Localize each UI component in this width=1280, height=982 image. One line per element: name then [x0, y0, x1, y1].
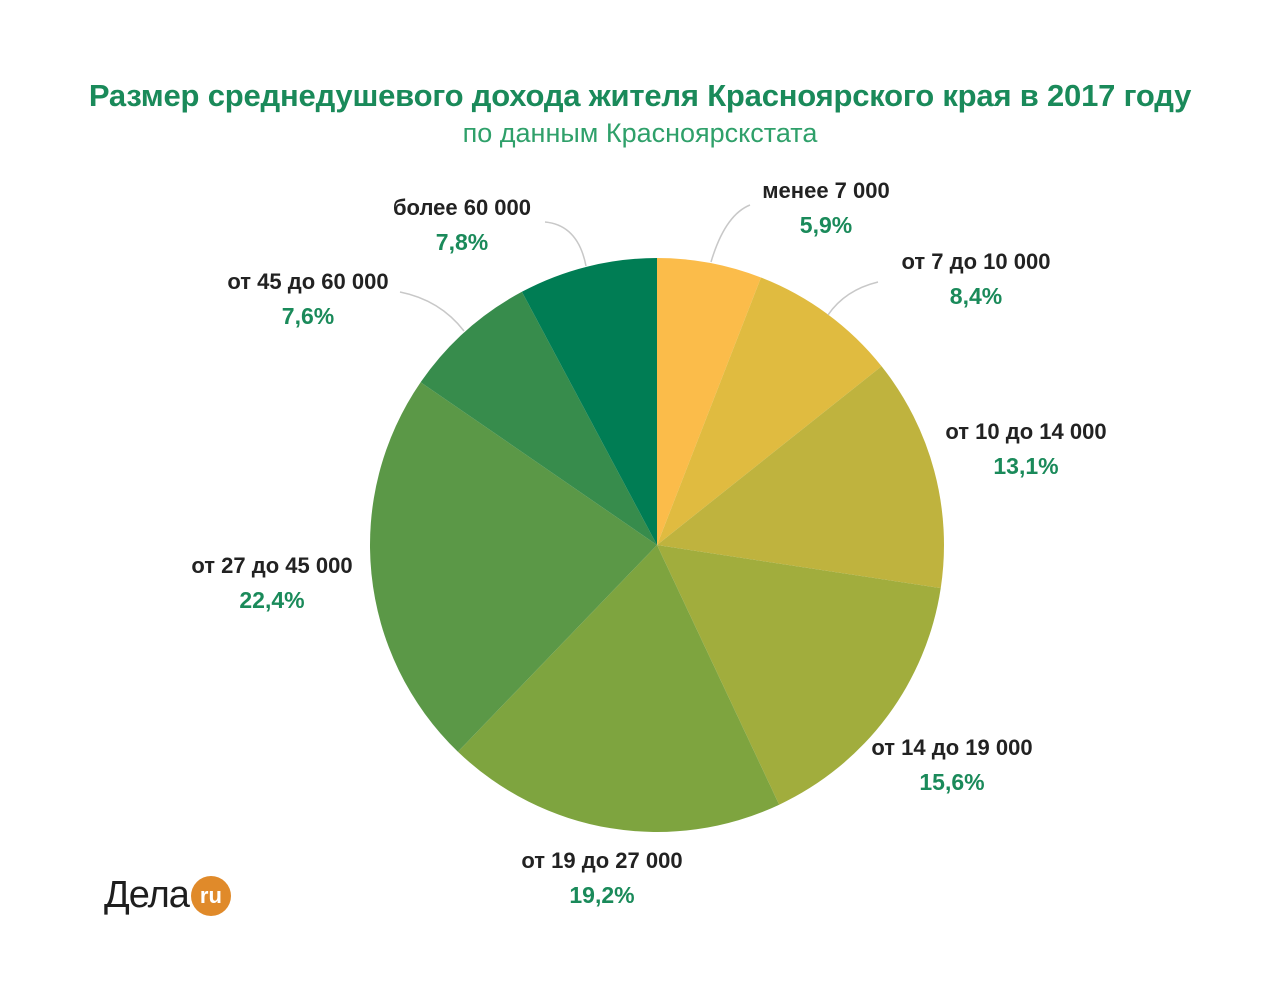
chart-subtitle: по данным Красноярскстата	[462, 118, 818, 148]
leader-line	[399, 291, 465, 332]
logo-text: Дела	[104, 873, 190, 916]
slice-category-label: более 60 000	[393, 195, 531, 220]
slice-category-label: от 45 до 60 000	[227, 269, 388, 294]
pie-slice	[521, 258, 657, 545]
pie-slice	[369, 382, 657, 752]
pie-slice	[657, 258, 761, 545]
pie-slice	[657, 366, 944, 589]
pie-slice	[657, 277, 882, 545]
pie-slice	[420, 291, 657, 545]
leader-line	[827, 281, 879, 316]
slice-category-label: от 27 до 45 000	[191, 553, 352, 578]
slice-value-label: 7,6%	[282, 303, 334, 329]
pie-slice	[457, 545, 780, 833]
chart-title: Размер среднедушевого дохода жителя Крас…	[88, 78, 1192, 113]
slice-value-label: 19,2%	[569, 882, 634, 908]
slice-value-label: 5,9%	[800, 212, 852, 238]
slice-value-label: 8,4%	[950, 283, 1002, 309]
slice-category-label: от 19 до 27 000	[521, 848, 682, 873]
slice-category-label: от 7 до 10 000	[902, 249, 1051, 274]
slice-value-label: 22,4%	[239, 587, 304, 613]
leader-line	[544, 221, 587, 267]
slice-value-label: 13,1%	[993, 453, 1058, 479]
slice-value-label: 15,6%	[919, 769, 984, 795]
slice-category-label: менее 7 000	[762, 178, 889, 203]
logo: Дела ru	[104, 870, 231, 920]
slice-category-label: от 10 до 14 000	[945, 419, 1106, 444]
slice-category-label: от 14 до 19 000	[871, 735, 1032, 760]
leader-line	[710, 204, 751, 263]
logo-badge: ru	[190, 876, 231, 916]
slice-value-label: 7,8%	[436, 229, 488, 255]
pie-slice	[657, 545, 941, 805]
